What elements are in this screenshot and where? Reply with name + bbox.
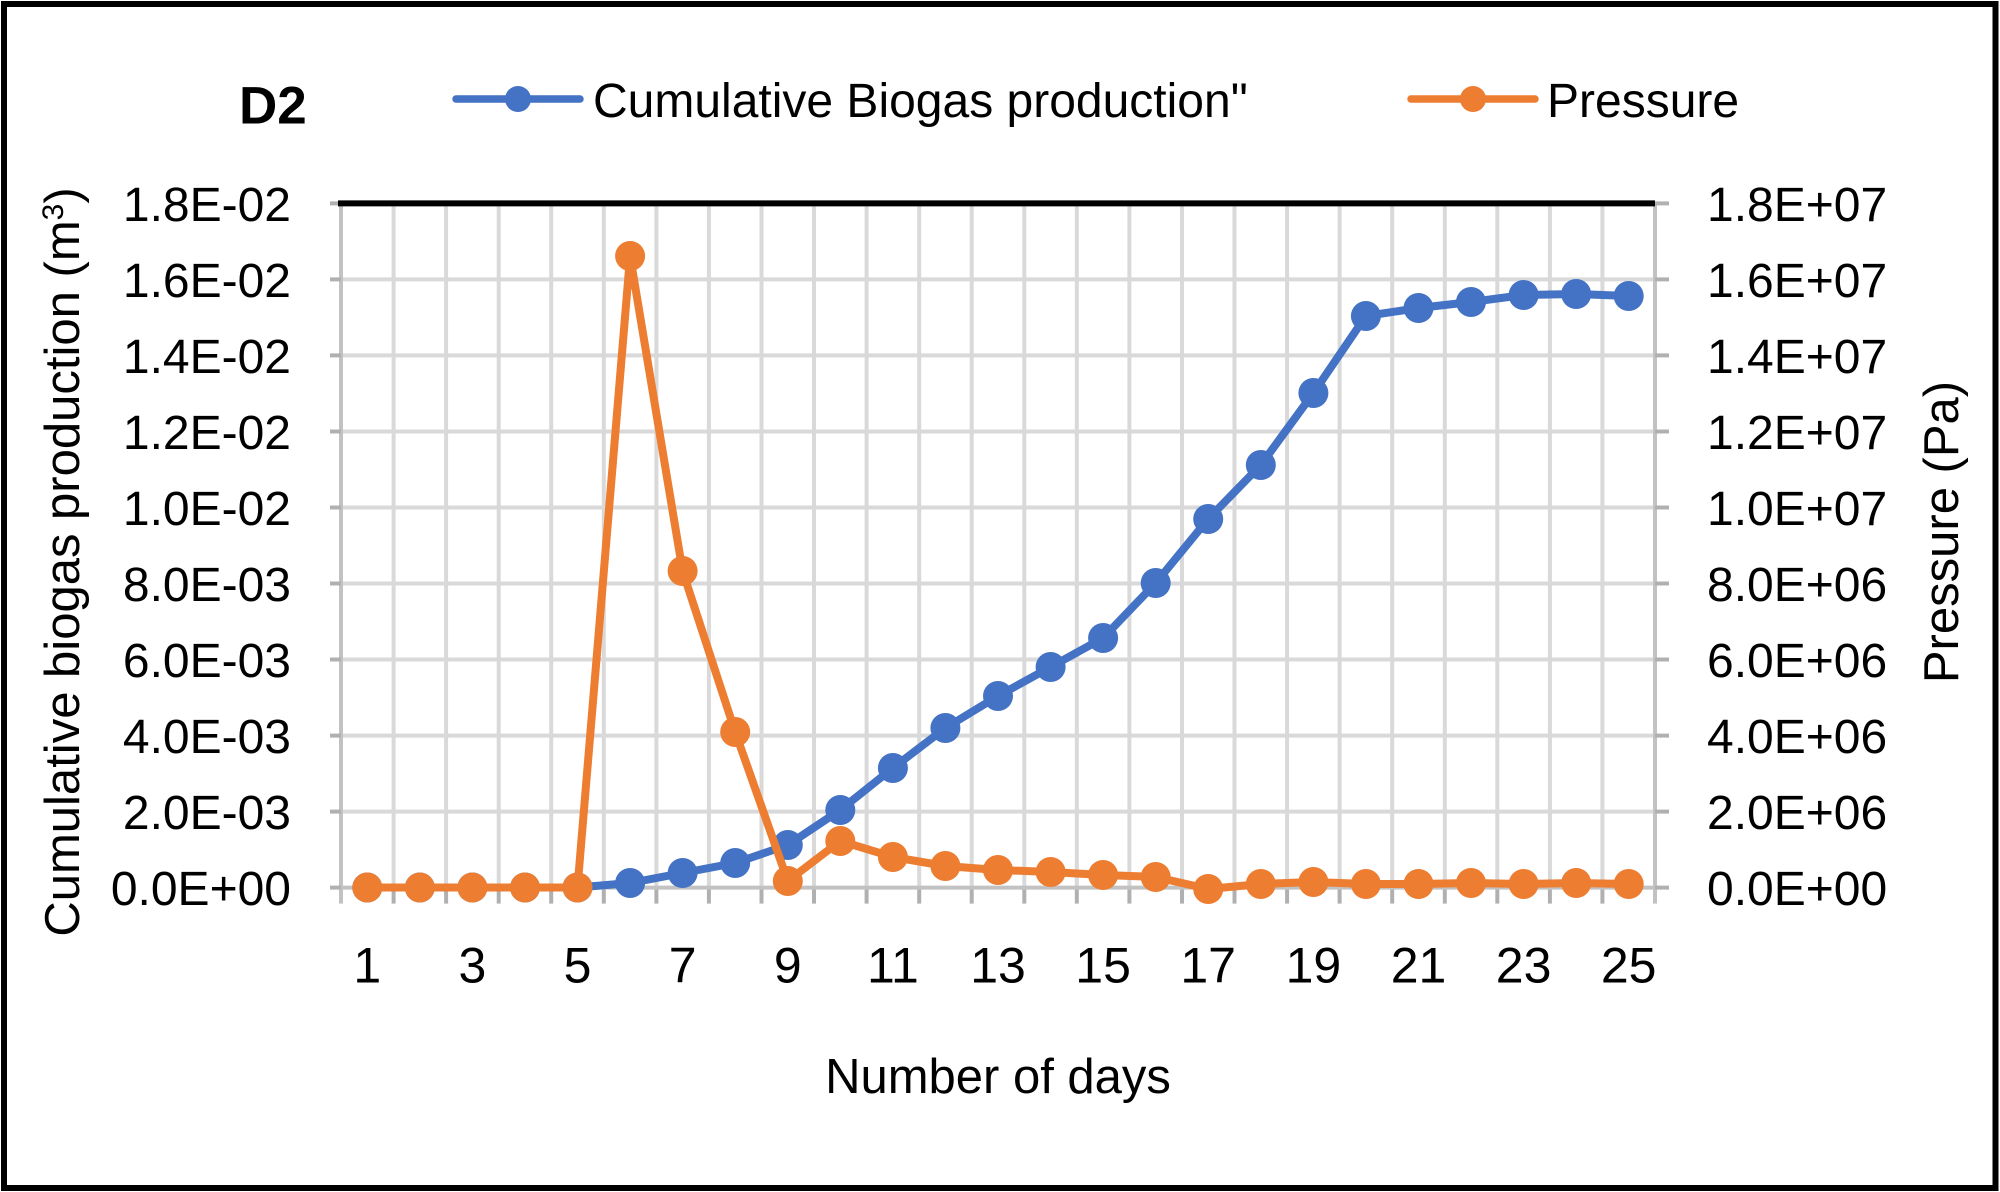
svg-text:6.0E+06: 6.0E+06 [1707, 635, 1887, 688]
svg-text:1.4E-02: 1.4E-02 [123, 331, 291, 384]
svg-text:11: 11 [867, 938, 919, 994]
svg-text:13: 13 [970, 938, 1026, 994]
svg-text:0.0E+00: 0.0E+00 [111, 863, 291, 916]
svg-text:25: 25 [1601, 938, 1657, 994]
svg-text:5: 5 [564, 938, 592, 994]
svg-text:8.0E+06: 8.0E+06 [1707, 559, 1887, 612]
svg-text:Cumulative Biogas production": Cumulative Biogas production" [593, 75, 1248, 128]
svg-text:2.0E-03: 2.0E-03 [123, 787, 291, 840]
svg-text:Number of days: Number of days [825, 1050, 1171, 1104]
svg-text:1.2E+07: 1.2E+07 [1707, 407, 1887, 460]
svg-text:6.0E-03: 6.0E-03 [123, 635, 291, 688]
svg-text:9: 9 [774, 938, 802, 994]
svg-text:17: 17 [1180, 938, 1236, 994]
svg-text:1.0E+07: 1.0E+07 [1707, 483, 1887, 536]
svg-text:8.0E-03: 8.0E-03 [123, 559, 291, 612]
svg-text:1.0E-02: 1.0E-02 [123, 483, 291, 536]
svg-text:19: 19 [1286, 938, 1342, 994]
svg-text:0.0E+00: 0.0E+00 [1707, 863, 1887, 916]
svg-text:23: 23 [1496, 938, 1552, 994]
svg-text:Pressure: Pressure [1547, 75, 1739, 128]
svg-text:Pressure (Pa): Pressure (Pa) [1915, 381, 1969, 683]
svg-text:1.6E-02: 1.6E-02 [123, 255, 291, 308]
svg-text:1.8E-02: 1.8E-02 [123, 179, 291, 232]
svg-text:4.0E-03: 4.0E-03 [123, 711, 291, 764]
svg-text:3: 3 [458, 938, 486, 994]
svg-text:7: 7 [669, 938, 697, 994]
svg-text:1.2E-02: 1.2E-02 [123, 407, 291, 460]
svg-text:15: 15 [1075, 938, 1131, 994]
svg-text:D2: D2 [239, 77, 307, 136]
svg-text:4.0E+06: 4.0E+06 [1707, 711, 1887, 764]
svg-text:1: 1 [353, 938, 381, 994]
svg-text:21: 21 [1391, 938, 1447, 994]
svg-text:1.6E+07: 1.6E+07 [1707, 255, 1887, 308]
svg-text:Cumulative biogas production (: Cumulative biogas production (m3) [36, 187, 90, 936]
svg-text:2.0E+06: 2.0E+06 [1707, 787, 1887, 840]
svg-text:1.8E+07: 1.8E+07 [1707, 179, 1887, 232]
svg-text:1.4E+07: 1.4E+07 [1707, 331, 1887, 384]
